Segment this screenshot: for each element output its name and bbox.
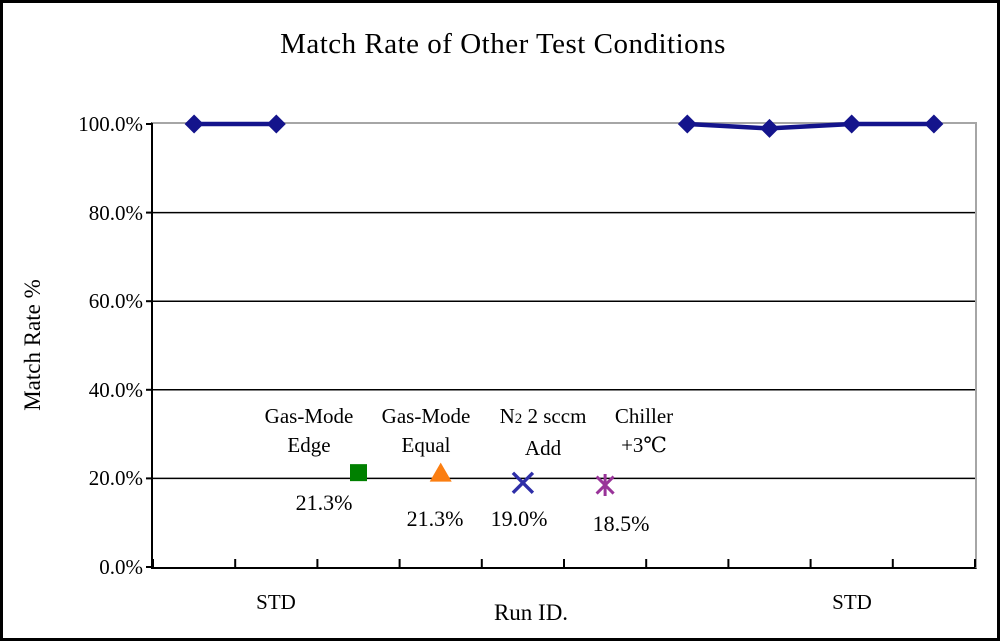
annotation-line2: +3℃ [621, 433, 667, 457]
annotation-line1: Gas-Mode [381, 404, 471, 428]
diamond-marker [842, 114, 862, 134]
y-axis-tick-label: 20.0% [88, 466, 143, 491]
annotation-chiller-plus3c: Chiller +3℃ [559, 402, 729, 460]
annotation-line2: Edge [287, 433, 331, 457]
x-marker [511, 471, 535, 495]
annotation-line2: Equal [401, 433, 451, 457]
diamond-marker [924, 114, 944, 134]
subscript-2: 2 [514, 411, 523, 427]
annotation-line1: Chiller [614, 404, 674, 428]
y-axis-tick-label: 40.0% [88, 377, 143, 402]
diamond-marker [760, 118, 779, 138]
annotation-n2-2sccm-add: N2 2 sccm Add [458, 402, 628, 463]
x-axis-label-std-right: STD [832, 590, 872, 614]
std-line-segment [687, 121, 934, 131]
value-label-n2-2sccm-add: 19.0% [490, 506, 548, 531]
x-axis-title: Run ID. [493, 600, 569, 625]
diamond-marker [184, 114, 204, 134]
square-marker [350, 464, 367, 482]
annotation-line1: Gas-Mode [264, 404, 354, 428]
y-axis-tick-label: 0.0% [99, 555, 143, 579]
y-axis-tick-label: 100.0% [78, 112, 143, 136]
y-axis-tick-label: 60.0% [88, 289, 143, 314]
value-label-chiller-plus3c: 18.5% [592, 511, 650, 536]
y-axis-tick-label: 80.0% [88, 200, 143, 225]
value-label-gas-mode-edge: 21.3% [295, 490, 353, 515]
diamond-marker [677, 114, 697, 134]
triangle-marker [429, 462, 452, 482]
annotation-gas-mode-equal: Gas-Mode Equal [341, 402, 511, 460]
chart-series-layer [146, 114, 976, 568]
plot-area [151, 122, 977, 569]
value-label-gas-mode-equal: 21.3% [406, 506, 464, 531]
diamond-marker [266, 114, 286, 134]
asterisk-marker [595, 474, 615, 497]
annotation-line2: Add [524, 436, 562, 460]
x-axis-label-std-left: STD [256, 590, 296, 614]
annotation-line1: N2 2 sccm [499, 404, 587, 428]
chart-title: Match Rate of Other Test Conditions [280, 28, 726, 60]
annotation-gas-mode-edge: Gas-Mode Edge [224, 402, 394, 460]
